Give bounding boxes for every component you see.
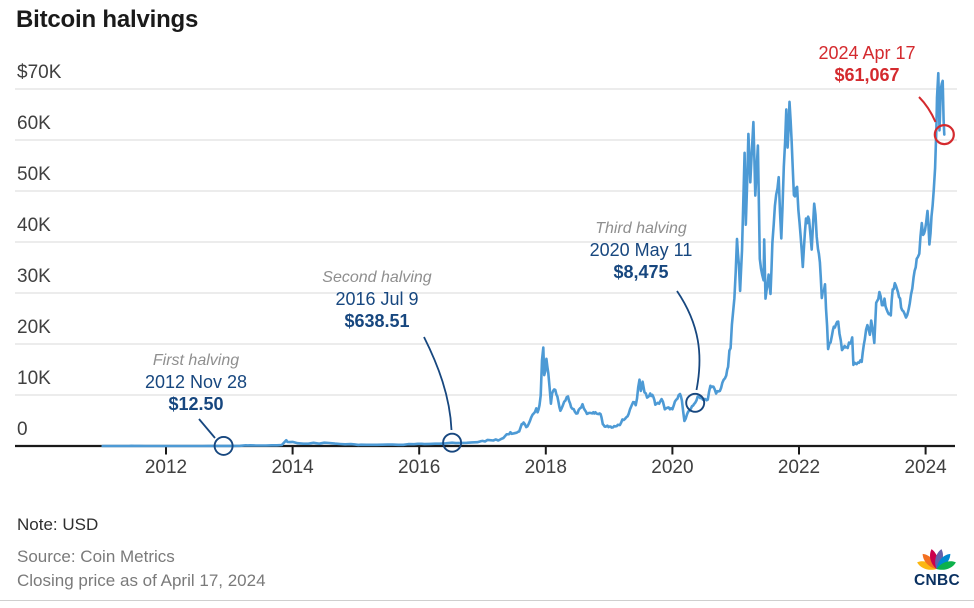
y-axis-label: 30K xyxy=(17,266,51,287)
cnbc-peacock-feather xyxy=(936,553,951,569)
y-axis-label: 50K xyxy=(17,164,51,185)
cnbc-peacock-feather xyxy=(917,561,937,570)
annotation-price: $12.50 xyxy=(168,394,224,414)
annotation-label: First halving xyxy=(152,352,240,369)
connector-second-halving xyxy=(423,336,453,431)
annotation-third-halving: Third halving 2020 May 11 $8,475 xyxy=(551,218,731,284)
annotation-date: 2016 Jul 9 xyxy=(335,289,419,309)
y-axis-label: 40K xyxy=(17,215,51,236)
cnbc-peacock-feather xyxy=(922,553,937,569)
x-axis-label: 2024 xyxy=(904,457,947,478)
y-axis-label: 0 xyxy=(17,419,28,440)
connector-third-halving xyxy=(676,290,701,391)
x-axis-label: 2014 xyxy=(271,457,314,478)
closing-price-text: Closing price as of April 17, 2024 xyxy=(17,571,266,590)
cnbc-peacock-feather xyxy=(936,561,956,570)
annotation-label: Second halving xyxy=(322,269,432,286)
annotation-latest-close: 2024 Apr 17 $61,067 xyxy=(787,42,947,87)
annotation-date: 2020 May 11 xyxy=(589,240,693,260)
halving-marker-2 xyxy=(442,432,463,453)
x-axis-label: 2012 xyxy=(144,457,188,478)
y-axis-label: $70K xyxy=(17,62,62,83)
note-text: Note: USD xyxy=(17,515,99,534)
annotation-first-halving: First halving 2012 Nov 28 $12.50 xyxy=(116,350,276,416)
bottom-divider xyxy=(0,600,974,601)
y-axis-label: 20K xyxy=(17,317,51,338)
annotation-price: $61,067 xyxy=(834,65,900,85)
annotation-date: 2024 Apr 17 xyxy=(818,43,916,63)
halving-marker-1 xyxy=(213,435,234,456)
cnbc-peacock-feather xyxy=(935,549,943,569)
connector-first-halving xyxy=(198,418,216,439)
x-axis-label: 2022 xyxy=(777,457,821,478)
halving-marker-3 xyxy=(685,392,706,413)
annotation-second-halving: Second halving 2016 Jul 9 $638.51 xyxy=(287,267,467,333)
connector-latest-close xyxy=(918,96,937,123)
x-axis-label: 2020 xyxy=(651,457,694,478)
latest-close-marker xyxy=(933,124,955,146)
cnbc-wordmark: CNBC xyxy=(914,572,960,589)
annotation-price: $638.51 xyxy=(344,311,410,331)
source-text: Source: Coin Metrics xyxy=(17,547,175,566)
annotation-date: 2012 Nov 28 xyxy=(144,372,248,392)
x-axis-label: 2016 xyxy=(398,457,441,478)
annotation-price: $8,475 xyxy=(613,262,669,282)
y-axis-label: 10K xyxy=(17,368,51,389)
x-axis-label: 2018 xyxy=(524,457,567,478)
page-title: Bitcoin halvings xyxy=(16,6,199,33)
y-axis-label: 60K xyxy=(17,113,51,134)
annotation-label: Third halving xyxy=(595,220,687,237)
price-line xyxy=(101,71,946,448)
